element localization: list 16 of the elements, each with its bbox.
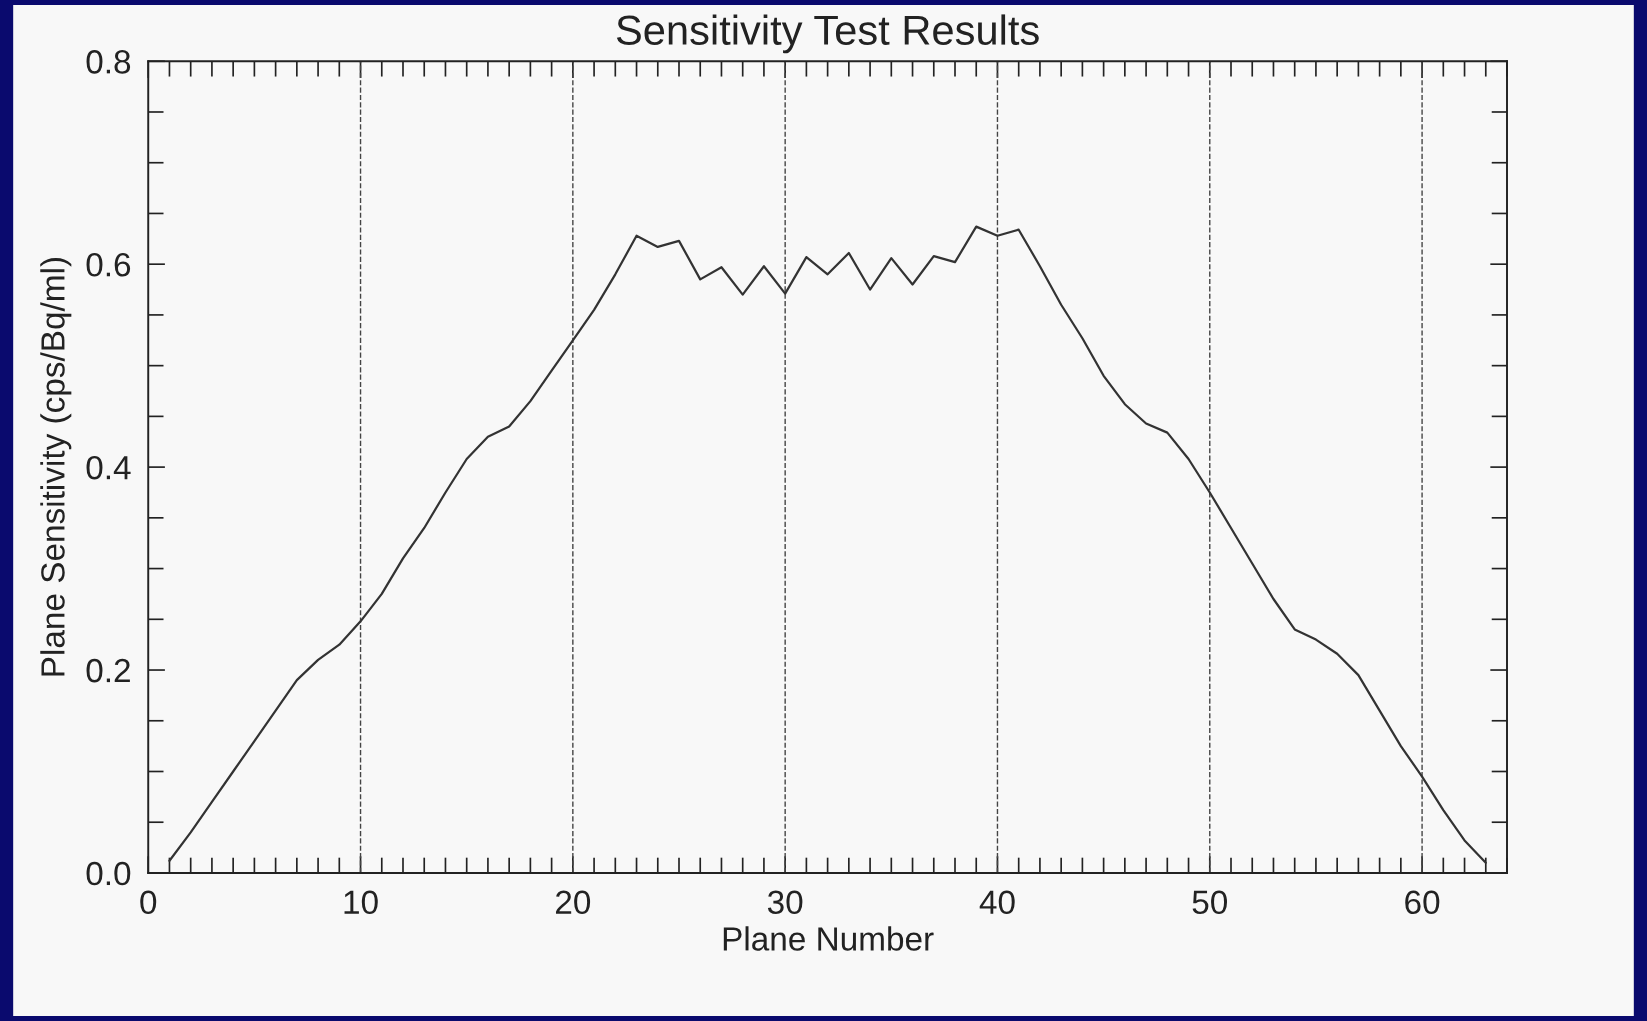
x-tick-label: 10 (344, 890, 378, 915)
y-tick-label: 0.4 (86, 455, 131, 480)
x-tick-label: 30 (767, 890, 803, 915)
chart-title: Sensitivity Test Results (616, 14, 1039, 54)
line-series (168, 225, 1487, 864)
y-tick-label: 0.0 (86, 861, 131, 886)
x-tick-label: 40 (979, 890, 1015, 915)
x-tick-label: 0 (140, 890, 157, 915)
x-tick-label: 50 (1192, 890, 1228, 915)
x-axis-title: Plane Number (723, 926, 934, 951)
y-axis-title: Plane Sensitivity (cps/Bq/ml) (40, 257, 72, 676)
y-tick-label: 0.6 (86, 252, 131, 277)
x-tick-label: 60 (1405, 890, 1440, 915)
y-tick-label: 0.2 (86, 658, 130, 683)
y-tick-label: 0.8 (86, 50, 131, 74)
x-tick-label: 20 (555, 890, 591, 915)
